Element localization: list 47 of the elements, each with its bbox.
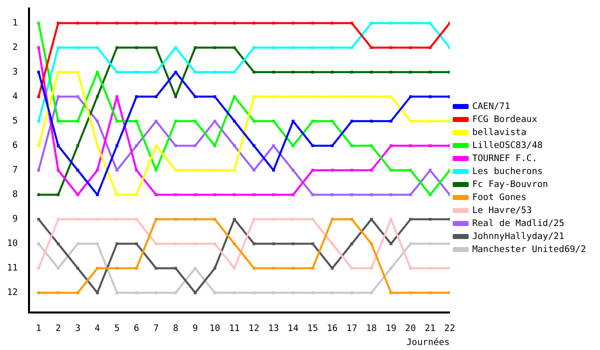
legend-label: JohnnyHallyday/21 (472, 232, 564, 242)
x-tick-label: 9 (192, 324, 198, 334)
y-tick-label: 4 (12, 92, 18, 102)
legend-label: LilleOSC83/48 (472, 140, 543, 151)
legend-label: Manchester United69/2 (472, 244, 586, 255)
y-tick-label: 6 (12, 141, 18, 152)
x-tick-label: 19 (386, 324, 396, 334)
x-tick-label: 3 (75, 324, 80, 334)
y-tick-label: 8 (12, 190, 18, 200)
x-tick-label: 6 (134, 324, 140, 334)
y-tick-label: 2 (12, 42, 18, 53)
x-tick-label: 8 (172, 324, 178, 334)
x-axis-title: Journées (406, 336, 450, 348)
legend-label: Le Havre/53 (472, 206, 532, 216)
x-tick-label: 1 (36, 324, 42, 334)
x-tick-label: 14 (288, 324, 299, 334)
x-tick-label: 21 (424, 324, 436, 334)
y-tick-label: 10 (6, 239, 18, 250)
x-tick-label: 16 (326, 324, 338, 334)
x-tick-label: 12 (248, 324, 260, 334)
x-tick-label: 20 (405, 324, 416, 334)
x-tick-label: 17 (346, 324, 358, 334)
x-tick-label: 18 (366, 324, 377, 334)
legend-label: TOURNEF F.C. (472, 154, 538, 164)
legend-label: Les bucherons (472, 166, 543, 177)
legend-label: FCG Bordeaux (472, 114, 538, 125)
x-tick-label: 5 (114, 324, 120, 334)
y-tick-label: 9 (12, 214, 18, 225)
legend-label: bellavista (472, 128, 526, 138)
x-tick-label: 11 (228, 324, 240, 334)
y-tick-label: 7 (12, 166, 18, 176)
x-tick-label: 10 (209, 324, 220, 334)
legend-label: CAEN/71 (472, 102, 510, 112)
y-tick-label: 3 (12, 67, 18, 78)
x-tick-label: 7 (153, 324, 159, 334)
x-tick-label: 22 (444, 324, 456, 334)
legend-label: Foot Gones (472, 192, 526, 203)
x-tick-label: 2 (55, 324, 61, 334)
y-tick-label: 11 (6, 264, 18, 274)
legend-label: Fc Fay-Bouvron (472, 180, 548, 190)
x-tick-label: 13 (268, 324, 279, 334)
y-tick-label: 12 (6, 288, 18, 298)
legend-label: Real de Madlid/25 (472, 218, 564, 229)
y-tick-label: 1 (12, 18, 18, 28)
x-tick-label: 4 (94, 324, 100, 334)
x-tick-label: 15 (307, 324, 318, 334)
y-tick-label: 5 (12, 116, 18, 127)
